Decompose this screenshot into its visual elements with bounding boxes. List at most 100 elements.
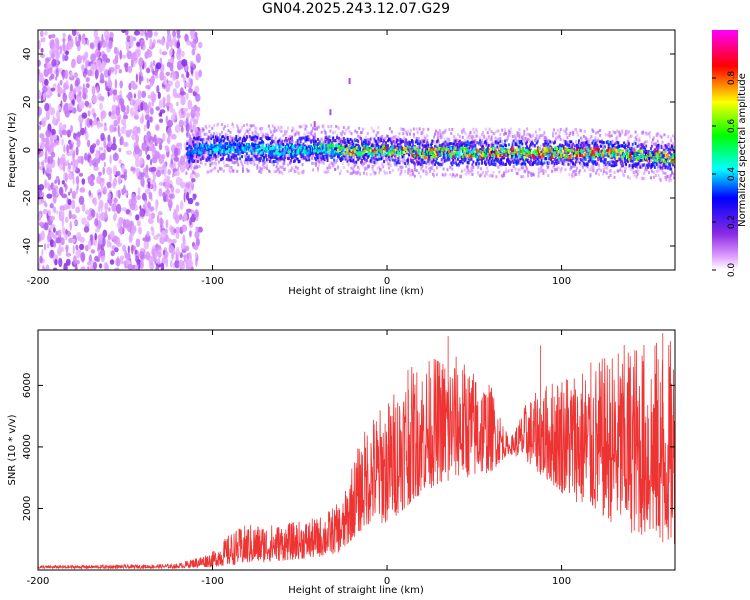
- spectrum-noise-point: [38, 200, 42, 205]
- spectrum-halo-point: [323, 170, 326, 174]
- spectrum-noise-point: [94, 152, 100, 160]
- spectrum-halo-point: [284, 167, 287, 171]
- spectrum-band-point: [235, 154, 238, 158]
- spectrum-noise-point: [177, 47, 181, 55]
- spectrum-band-point: [547, 142, 550, 146]
- spectrum-band-point: [512, 139, 515, 143]
- spectrum-band-point: [460, 141, 463, 145]
- spectrum-band-point: [331, 141, 334, 145]
- spectrum-band-point: [359, 149, 362, 153]
- spectrum-band-point: [421, 143, 424, 147]
- spectrum-halo-point: [312, 154, 315, 158]
- spectrum-noise-point: [146, 30, 152, 37]
- spectrum-noise-point: [113, 235, 119, 245]
- spectrum-band-point: [329, 139, 332, 142]
- spectrum-noise-point: [147, 94, 152, 99]
- spectrum-band-point: [464, 157, 467, 161]
- spectrum-noise-point: [151, 146, 157, 153]
- spectrum-noise-point: [130, 244, 134, 255]
- spectrum-noise-point: [164, 181, 171, 190]
- spectrum-halo-point: [378, 171, 381, 175]
- spectrum-halo-point: [378, 165, 381, 169]
- spectrum-halo-point: [230, 166, 233, 169]
- spectrum-band-point: [526, 145, 529, 149]
- spectrum-noise-point: [115, 171, 121, 176]
- spectrum-halo-point: [193, 124, 196, 128]
- spectrum-band-point: [296, 142, 299, 146]
- spectrum-halo-point: [605, 171, 608, 175]
- spectrum-halo-point: [285, 153, 288, 157]
- spectrum-halo-point: [242, 169, 244, 173]
- spectrum-halo-point: [512, 145, 515, 149]
- spectrum-halo-point: [231, 160, 234, 164]
- spectrum-band-point: [510, 153, 513, 157]
- spectrum-halo-point: [554, 167, 556, 171]
- spectrum-noise-point: [193, 244, 199, 251]
- spectrum-band-point: [601, 149, 603, 153]
- spectrum-halo-point: [312, 168, 315, 172]
- spectrum-halo-point: [534, 137, 537, 141]
- spectrum-band-point: [259, 159, 262, 162]
- spectrum-noise-point: [166, 94, 171, 104]
- spectrum-halo-point: [275, 128, 278, 132]
- spectrum-halo-point: [441, 173, 444, 177]
- spectrum-noise-point: [56, 110, 60, 120]
- spectrum-noise-point: [109, 199, 112, 207]
- spectrum-band-point: [322, 156, 325, 160]
- spectrum-halo-point: [258, 160, 261, 164]
- spectrum-halo-point: [524, 169, 527, 173]
- spectrum-noise-point: [159, 48, 162, 55]
- spectrum-band-point: [221, 135, 224, 139]
- spectrum-halo-point: [547, 174, 550, 178]
- spectrum-band-point: [231, 153, 234, 157]
- spectrum-halo-point: [594, 136, 597, 140]
- spectrum-halo-point: [476, 134, 479, 138]
- spectrum-band-point: [205, 141, 208, 145]
- spectrum-band-point: [250, 158, 253, 161]
- spectrum-band-point: [543, 144, 546, 148]
- spectrum-noise-point: [81, 203, 86, 212]
- spectrum-band-point: [354, 139, 357, 143]
- spectrum-halo-point: [339, 169, 342, 173]
- spectrum-halo-point: [362, 138, 364, 142]
- spectrum-band-point: [513, 157, 516, 161]
- spectrum-noise-point: [46, 193, 53, 199]
- spectrum-halo-point: [332, 131, 335, 135]
- spectrum-band-point: [574, 144, 577, 148]
- spectrum-band-point: [482, 156, 485, 160]
- spectrum-noise-point: [144, 30, 147, 37]
- spectrum-noise-point: [195, 53, 201, 64]
- spectrum-noise-point: [138, 30, 145, 37]
- spectrum-noise-point: [97, 243, 101, 251]
- spectrum-noise-point: [170, 245, 175, 253]
- spectrum-noise-point: [82, 92, 87, 100]
- spectrum-halo-point: [422, 128, 425, 131]
- spectrum-halo-point: [433, 174, 435, 178]
- spectrum-noise-point: [153, 179, 156, 190]
- spectrum-band-point: [607, 143, 610, 147]
- spectrum-band-point: [588, 146, 591, 150]
- spectrum-halo-point: [435, 145, 438, 149]
- spectrum-band-point: [469, 144, 472, 148]
- spectrum-noise-point: [119, 98, 125, 106]
- spectrum-band-point: [457, 157, 459, 161]
- spectrum-halo-point: [334, 167, 337, 171]
- spectrum-halo-point: [568, 133, 571, 137]
- spectrum-band-point: [239, 136, 242, 140]
- spectrum-halo-point: [444, 128, 447, 132]
- spectrum-halo-point: [197, 128, 200, 132]
- spectrum-halo-point: [345, 155, 348, 159]
- spectrum-halo-point: [361, 130, 363, 134]
- spectrum-noise-point: [117, 116, 121, 125]
- spectrum-noise-point: [117, 175, 121, 186]
- spectrum-halo-point: [616, 135, 619, 139]
- spectrum-noise-point: [192, 194, 197, 201]
- spectrum-halo-point: [302, 170, 305, 174]
- spectrum-halo-point: [469, 131, 472, 135]
- spectrum-noise-point: [121, 54, 127, 59]
- spectrum-noise-point: [161, 51, 168, 56]
- spectrum-noise-point: [112, 136, 116, 146]
- spectrum-band-point: [290, 137, 292, 141]
- spectrum-halo-point: [202, 128, 205, 132]
- spectrum-halo-point: [245, 123, 248, 127]
